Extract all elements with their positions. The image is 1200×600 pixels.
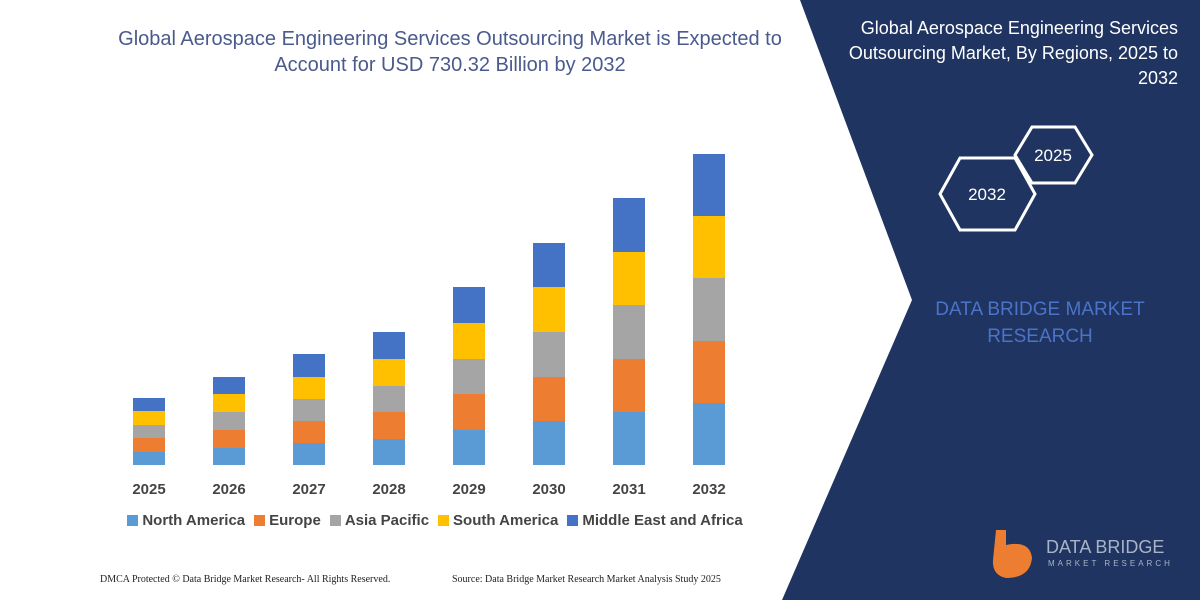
bar-segment: [533, 243, 565, 287]
legend-swatch: [438, 515, 450, 526]
bar-segment: [613, 198, 645, 252]
legend-label: Europe: [269, 512, 321, 529]
bar-segment: [613, 412, 645, 465]
bar-segment: [693, 403, 725, 465]
bar-segment: [213, 394, 245, 412]
bar-segment: [373, 359, 405, 386]
panel-title: Global Aerospace Engineering Services Ou…: [848, 18, 1178, 88]
legend-swatch: [329, 515, 341, 526]
bar-segment: [533, 377, 565, 421]
hex-label: 2032: [968, 185, 1006, 204]
legend-swatch: [254, 515, 266, 526]
legend-label: North America: [142, 512, 246, 529]
hex-label: 2025: [1034, 146, 1072, 165]
bar-segment: [373, 439, 405, 465]
x-tick-label: 2029: [452, 481, 485, 498]
hexagon: [1013, 125, 1094, 185]
bar-segment: [213, 430, 245, 448]
bar-segment: [133, 452, 165, 465]
chart-title: Global Aerospace Engineering Services Ou…: [118, 28, 782, 76]
x-tick-label: 2030: [532, 481, 565, 498]
bar-segment: [133, 425, 165, 438]
legend-label: Middle East and Africa: [582, 512, 743, 529]
bar-segment: [613, 252, 645, 305]
logo-icon: [992, 530, 1032, 578]
footer-left: DMCA Protected © Data Bridge Market Rese…: [100, 574, 390, 585]
bar-segment: [533, 332, 565, 377]
bar-segment: [453, 430, 485, 465]
x-tick-label: 2027: [292, 481, 325, 498]
bar-segment: [613, 359, 645, 412]
bar-segment: [453, 359, 485, 394]
bar-segment: [293, 443, 325, 465]
bar-segment: [693, 278, 725, 341]
bar-segment: [133, 398, 165, 411]
bar-segment: [133, 411, 165, 425]
bar-segment: [213, 412, 245, 430]
bar-segment: [293, 399, 325, 421]
bar-segment: [293, 377, 325, 399]
bar-segment: [453, 323, 485, 359]
legend-item: South America: [438, 512, 558, 529]
bar-segment: [693, 341, 725, 403]
bar-segment: [293, 354, 325, 377]
legend-label: Asia Pacific: [344, 512, 430, 529]
bar-segment: [293, 421, 325, 443]
legend-item: North America: [127, 512, 245, 529]
x-tick-label: 2032: [692, 481, 725, 498]
hexagon: [938, 156, 1037, 232]
legend-swatch: [127, 515, 139, 526]
logo-sub: MARKET RESEARCH: [1048, 559, 1173, 568]
legend-swatch: [567, 515, 579, 526]
bar-segment: [213, 377, 245, 394]
legend-label: South America: [453, 512, 559, 529]
bar-segment: [453, 394, 485, 430]
brand: DATA BRIDGE MARKET RESEARCH: [935, 299, 1145, 347]
x-tick-label: 2031: [612, 481, 645, 498]
bar-segment: [213, 448, 245, 465]
side-panel: [782, 0, 1200, 600]
legend: North America Europe Asia Pacific South Ame…: [100, 512, 770, 529]
bar-segment: [693, 216, 725, 278]
legend-item: Middle East and Africa: [567, 512, 743, 529]
x-tick-label: 2025: [132, 481, 165, 498]
bar-segment: [373, 332, 405, 359]
bar-segment: [693, 154, 725, 216]
legend-item: Asia Pacific: [329, 512, 430, 529]
bar-segment: [373, 412, 405, 439]
bar-segment: [533, 421, 565, 465]
x-tick-label: 2026: [212, 481, 245, 498]
logo-name: DATA BRIDGE: [1046, 537, 1164, 557]
bar-segment: [613, 305, 645, 359]
bar-segment: [373, 386, 405, 412]
legend-item: Europe: [254, 512, 321, 529]
footer-right: Source: Data Bridge Market Research Mark…: [452, 574, 721, 585]
bar-segment: [453, 287, 485, 323]
x-tick-label: 2028: [372, 481, 405, 498]
bar-segment: [133, 438, 165, 452]
bar-segment: [533, 287, 565, 332]
